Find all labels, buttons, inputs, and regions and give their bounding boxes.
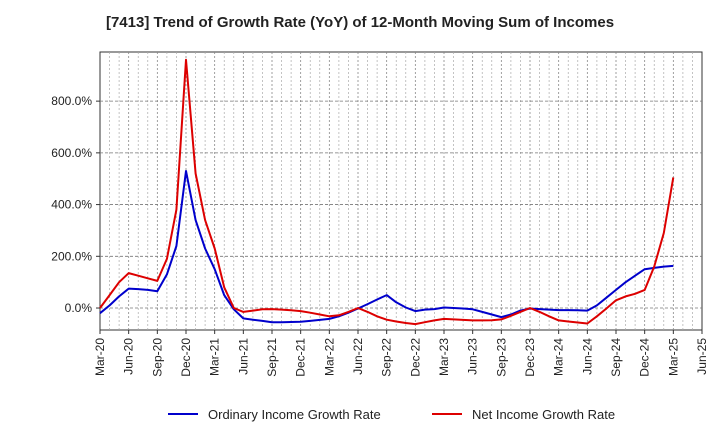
x-tick-label: Sep-20 [150,338,164,377]
x-tick-label: Mar-21 [208,338,222,376]
x-tick-label: Sep-22 [380,338,394,377]
x-tick-label: Jun-22 [351,338,365,375]
x-tick-label: Jun-23 [466,338,480,375]
x-tick-label: Dec-21 [294,338,308,377]
x-tick-label: Sep-24 [609,338,623,377]
x-tick-label: Dec-23 [523,338,537,377]
x-tick-label: Mar-24 [552,338,566,376]
x-tick-label: Mar-25 [666,338,680,376]
y-tick-label: 600.0% [51,146,92,160]
series-line-1 [99,170,674,324]
y-tick-label: 0.0% [65,301,93,315]
legend-label-2: Net Income Growth Rate [472,407,615,422]
x-tick-label: Jun-25 [695,338,709,375]
x-tick-label: Dec-22 [408,338,422,377]
x-tick-label: Dec-24 [638,338,652,377]
legend-label-1: Ordinary Income Growth Rate [208,407,381,422]
x-tick-label: Jun-24 [580,338,594,375]
x-tick-label: Jun-21 [236,338,250,375]
y-tick-label: 200.0% [51,249,92,263]
x-tick-label: Dec-20 [179,338,193,377]
x-tick-label: Mar-20 [93,338,107,376]
x-tick-label: Jun-20 [122,338,136,375]
x-tick-label: Sep-21 [265,338,279,377]
x-tick-label: Mar-22 [322,338,336,376]
y-tick-label: 800.0% [51,94,92,108]
x-tick-label: Mar-23 [437,338,451,376]
series-line-2 [99,58,675,326]
y-tick-label: 400.0% [51,198,92,212]
plot-area [99,51,703,331]
chart-title: [7413] Trend of Growth Rate (YoY) of 12-… [105,14,615,31]
x-tick-label: Sep-23 [494,338,508,377]
